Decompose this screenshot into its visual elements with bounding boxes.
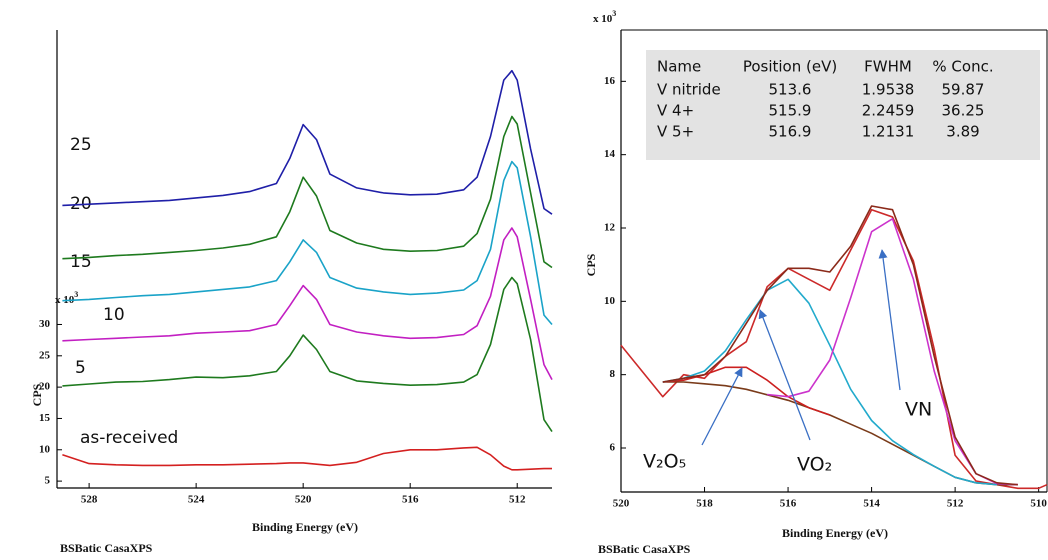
table-cell: 513.6 (769, 81, 812, 99)
data-line (62, 276, 553, 433)
table-header: Position (eV) (743, 58, 837, 76)
table-cell: V nitride (657, 81, 721, 99)
multiplier-base: x 10 (593, 13, 613, 25)
series-label: 5 (75, 358, 86, 378)
y-tick-label: 14 (604, 148, 616, 160)
y-tick-label: 10 (604, 295, 616, 307)
y-tick-label: 25 (39, 349, 51, 361)
y-tick-label: 20 (39, 381, 51, 393)
y-tick-label: 8 (610, 368, 616, 380)
data-line (662, 205, 1018, 486)
x-tick-label: 520 (295, 494, 312, 506)
x-tick-label: 524 (188, 494, 205, 506)
annotation-arrow (701, 367, 743, 446)
table-header: FWHM (864, 58, 912, 76)
table-cell: V 5+ (657, 123, 694, 141)
multiplier-exp: 3 (74, 290, 78, 299)
x-tick-label: 520 (613, 498, 630, 510)
x-tick-label: 516 (402, 494, 419, 506)
series-label: as-received (80, 428, 178, 448)
x-tick-label: 510 (1030, 498, 1047, 510)
footer: BSBatic CasaXPS (60, 541, 153, 555)
x-axis-label: Binding Energy (eV) (782, 526, 888, 540)
data-line (62, 446, 552, 471)
x-tick-label: 528 (81, 494, 98, 506)
table-cell: 59.87 (942, 81, 985, 99)
y-tick-label: 30 (39, 318, 51, 330)
x-tick-label: 512 (509, 494, 526, 506)
y-tick-label: 15 (39, 412, 51, 424)
y-axis-label: CPS (584, 253, 598, 276)
y-tick-label: 6 (610, 442, 616, 454)
data-line (62, 227, 553, 380)
table-header: Name (657, 58, 701, 76)
x-tick-label: 514 (863, 498, 880, 510)
data-line (62, 69, 553, 215)
y-tick-label: 16 (604, 75, 616, 87)
data-line (662, 381, 1018, 486)
data-line (62, 160, 553, 326)
data-line (662, 278, 997, 486)
multiplier-base: x 10 (55, 294, 75, 306)
table-header: % Conc. (932, 58, 993, 76)
annotation-arrow (878, 249, 901, 391)
series-label: 25 (70, 135, 92, 155)
x-axis-label: Binding Energy (eV) (252, 520, 358, 534)
series-label: 10 (103, 305, 125, 325)
annotation: VO₂ (797, 454, 832, 476)
table-cell: 516.9 (769, 123, 812, 141)
table-cell: 515.9 (769, 102, 812, 120)
y-multiplier: x 103 (593, 9, 616, 25)
y-tick-label: 10 (39, 443, 51, 455)
annotation: V₂O₅ (643, 451, 686, 473)
table-box (646, 50, 1040, 160)
table-cell: 2.2459 (862, 102, 915, 120)
table-cell: 36.25 (942, 102, 985, 120)
multiplier-exp: 3 (612, 9, 616, 18)
data-line (62, 115, 553, 269)
y-multiplier: x 103 (55, 290, 78, 306)
table-cell: V 4+ (657, 102, 694, 120)
series-label: 15 (70, 252, 92, 272)
annotation-arrow (758, 309, 811, 441)
y-axis-label: CPS (30, 383, 44, 406)
data-line (662, 366, 831, 416)
table-cell: 1.2131 (862, 123, 915, 141)
footer: BSBatic CasaXPS (598, 542, 691, 556)
x-tick-label: 516 (780, 498, 797, 510)
y-tick-label: 5 (45, 475, 51, 487)
x-tick-label: 512 (947, 498, 964, 510)
y-tick-label: 12 (604, 222, 616, 234)
table-cell: 3.89 (946, 123, 979, 141)
table-cell: 1.9538 (862, 81, 915, 99)
x-tick-label: 518 (696, 498, 713, 510)
annotation: VN (905, 399, 932, 421)
